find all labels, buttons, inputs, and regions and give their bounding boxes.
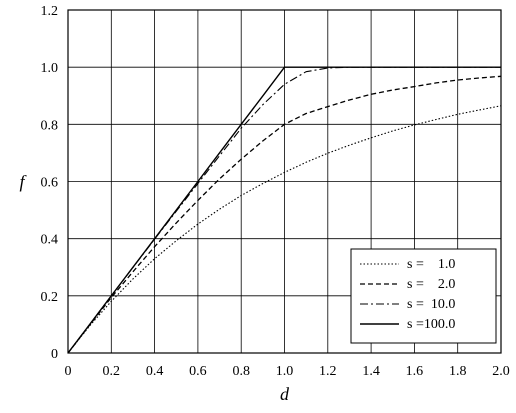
legend: s = 1.0 s = 2.0 s = 10.0 s =100.0	[350, 248, 497, 344]
y-tick-label: 0.8	[41, 118, 59, 133]
x-tick-label: 1.8	[449, 364, 467, 379]
y-tick-label: 0.6	[41, 176, 59, 191]
x-tick-label: 2.0	[492, 364, 510, 379]
x-tick-label: 0.2	[103, 364, 121, 379]
y-tick-label: 0.2	[41, 290, 59, 305]
x-tick-label: 0.4	[146, 364, 164, 379]
y-tick-label: 0.4	[41, 233, 59, 248]
x-tick-label: 0	[65, 364, 72, 379]
legend-label: s = 10.0	[407, 297, 455, 312]
plot-frame	[67, 9, 502, 354]
x-tick-label: 1.2	[319, 364, 337, 379]
series-line-solid	[67, 66, 501, 354]
x-tick-label: 0.6	[189, 364, 207, 379]
x-tick-label: 1.0	[276, 364, 294, 379]
legend-label: s =100.0	[407, 317, 455, 332]
x-tick-label: 1.4	[362, 364, 380, 379]
y-tick-label: 1.0	[41, 61, 59, 76]
legend-label: s = 2.0	[407, 277, 455, 292]
x-tick-label: 1.6	[406, 364, 424, 379]
tick-labels: 0 0.2 0.4 0.6 0.8 1.0 1.2 1.4 1.6 1.8 2.0 0 0.2 0.4 0.…	[41, 4, 510, 379]
y-tick-label: 1.2	[41, 4, 59, 19]
y-axis-label: f	[19, 172, 27, 192]
legend-box	[350, 248, 497, 344]
series-line-dashed	[67, 75, 502, 354]
x-axis-label: d	[280, 384, 290, 404]
series-lines	[67, 66, 502, 354]
x-tick-label: 0.8	[232, 364, 250, 379]
legend-label: s = 1.0	[407, 257, 455, 272]
series-line-dotted	[67, 105, 502, 354]
y-tick-label: 0	[51, 347, 58, 362]
